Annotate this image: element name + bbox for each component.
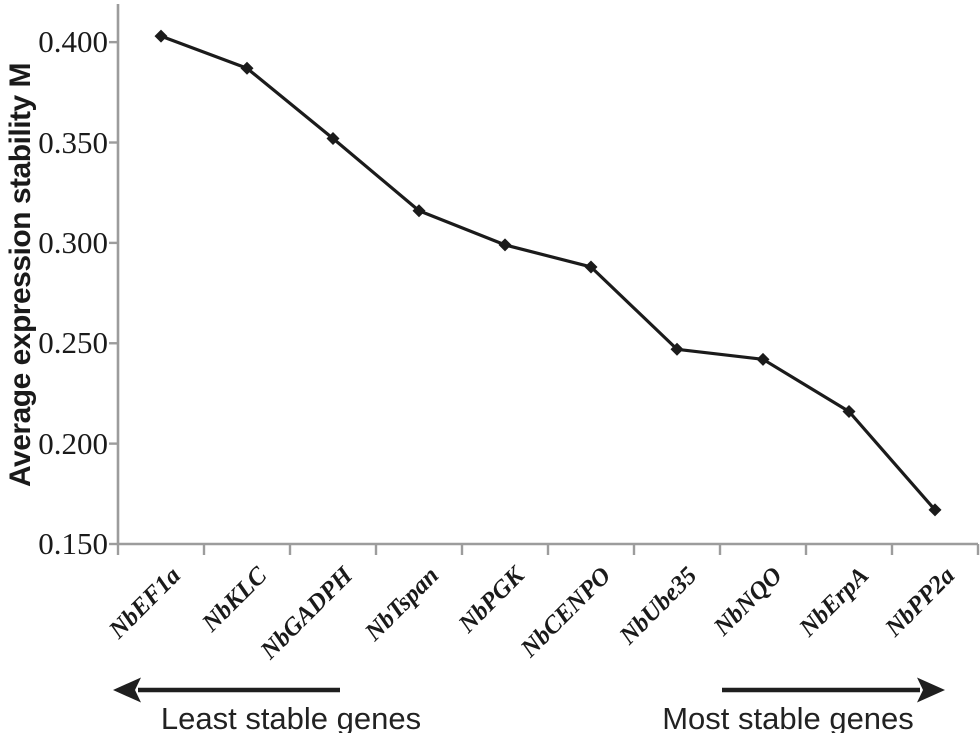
data-point-marker	[756, 352, 770, 366]
axis-lines	[116, 4, 978, 546]
data-point-marker	[412, 204, 426, 218]
data-point-marker	[928, 503, 942, 517]
y-tick-label: 0.350	[38, 124, 108, 160]
data-point-marker	[670, 342, 684, 356]
data-point-marker	[842, 405, 856, 419]
y-tick-label: 0.200	[38, 425, 108, 461]
right-arrow	[722, 677, 945, 703]
series-line	[160, 34, 937, 511]
left-arrow	[113, 677, 340, 703]
y-axis-title: Average expression stability M	[4, 62, 37, 488]
y-tick-label: 0.150	[38, 526, 108, 561]
y-tick-label: 0.400	[38, 24, 108, 60]
y-tick-label: 0.300	[38, 224, 108, 260]
least-stable-genes-label: Least stable genes	[160, 701, 422, 733]
data-point-marker	[498, 238, 512, 252]
data-point-marker	[154, 29, 168, 43]
data-series	[154, 29, 942, 517]
data-point-marker	[326, 131, 340, 145]
data-point-marker	[240, 61, 254, 75]
y-tick-label: 0.250	[38, 325, 108, 361]
most-stable-genes-label: Most stable genes	[662, 701, 914, 733]
data-point-marker	[584, 260, 598, 274]
axes	[109, 4, 980, 555]
